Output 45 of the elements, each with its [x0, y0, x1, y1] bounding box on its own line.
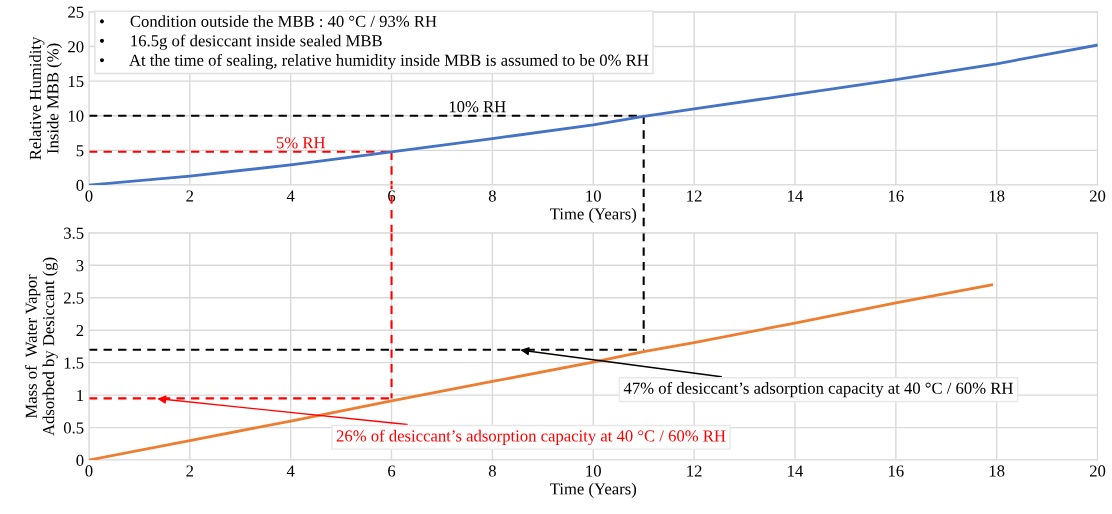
x-tick-label: 2: [186, 190, 194, 202]
x-tick-label: 0: [85, 190, 93, 202]
annotation: 47% of desiccant’s adsorption capacity at 40 °C / 60% RH: [623, 381, 1013, 398]
y-tick-label: 1.5: [64, 357, 84, 369]
x-tick-label: 2: [186, 465, 194, 477]
x-tick-label: 14: [788, 465, 804, 477]
y-axis-title: Relative Humidity Inside MBB (%): [29, 36, 62, 160]
x-tick-label: 16: [888, 190, 904, 202]
y-tick-label: 15: [68, 75, 84, 88]
x-tick-label: 0: [85, 465, 93, 477]
x-tick-label: 10: [586, 190, 601, 202]
y-tick-label: 3.5: [64, 227, 84, 239]
x-tick-label: 4: [286, 465, 295, 477]
y-tick-label: 0: [76, 454, 84, 466]
x-axis-title: Time (Years): [550, 482, 637, 498]
x-tick-label: 16: [888, 465, 904, 477]
x-tick-label: 4: [286, 190, 295, 202]
y-tick-label: 2.5: [64, 292, 84, 304]
annotation: 26% of desiccant’s adsorption capacity at 40 °C / 60% RH: [336, 429, 726, 445]
y-tick-label: 20: [68, 41, 84, 53]
x-tick-label: 20: [1089, 465, 1106, 477]
x-tick-label: 18: [989, 190, 1005, 202]
x-tick-label: 12: [687, 465, 702, 477]
x-axis-title: Time (Years): [550, 207, 637, 223]
x-tick-label: 10: [586, 465, 601, 477]
x-tick-label: 18: [989, 465, 1005, 477]
y-tick-label: 10: [68, 110, 84, 122]
x-tick-label: 14: [788, 190, 804, 202]
ref-line-label: 5% RH: [276, 137, 326, 149]
y-tick-label: 0: [76, 179, 84, 191]
x-tick-label: 20: [1089, 190, 1106, 202]
y-axis-title: Mass of Water Vapor Adsorbed by Desiccant (g): [24, 257, 58, 436]
y-tick-label: 1: [77, 389, 84, 401]
x-tick-label: 6: [388, 190, 396, 202]
x-tick-label: 8: [488, 190, 496, 202]
y-tick-label: 2: [76, 324, 84, 336]
x-tick-label: 8: [488, 465, 496, 477]
annotation: • Condition outside the MBB : 40 °C / 93% RH • 16.5g of desiccant inside sealed MBB • At the time of sealing, relative humidity inside MBB is assumed to be 0% RH: [99, 15, 649, 70]
ref-line-label: 10% RH: [449, 101, 506, 113]
y-tick-label: 5: [76, 145, 84, 157]
y-tick-label: 3: [76, 260, 84, 272]
x-tick-label: 6: [388, 465, 396, 477]
y-tick-label: 0.5: [63, 422, 84, 434]
y-tick-label: 25: [68, 6, 84, 18]
x-tick-label: 12: [687, 190, 702, 202]
